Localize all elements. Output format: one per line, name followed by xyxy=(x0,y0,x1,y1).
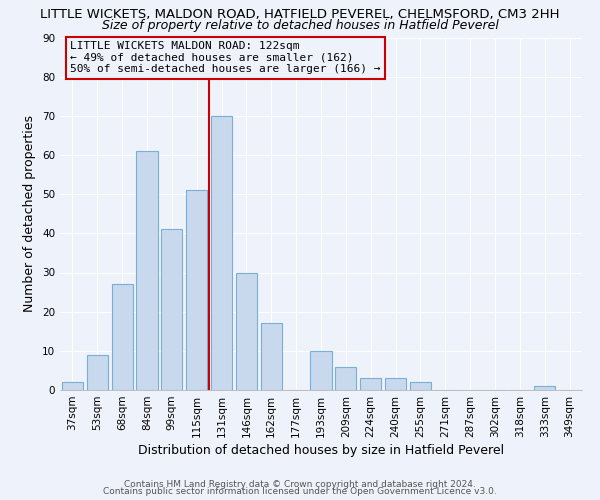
Bar xyxy=(211,116,232,390)
Bar xyxy=(62,382,83,390)
Text: Size of property relative to detached houses in Hatfield Peverel: Size of property relative to detached ho… xyxy=(101,19,499,32)
Text: Contains HM Land Registry data © Crown copyright and database right 2024.: Contains HM Land Registry data © Crown c… xyxy=(124,480,476,489)
Bar xyxy=(410,382,431,390)
Text: LITTLE WICKETS MALDON ROAD: 122sqm
← 49% of detached houses are smaller (162)
50: LITTLE WICKETS MALDON ROAD: 122sqm ← 49%… xyxy=(70,41,381,74)
Bar xyxy=(310,351,332,390)
Bar xyxy=(335,366,356,390)
Text: LITTLE WICKETS, MALDON ROAD, HATFIELD PEVEREL, CHELMSFORD, CM3 2HH: LITTLE WICKETS, MALDON ROAD, HATFIELD PE… xyxy=(40,8,560,21)
Bar xyxy=(87,355,108,390)
Bar xyxy=(360,378,381,390)
Bar xyxy=(236,272,257,390)
X-axis label: Distribution of detached houses by size in Hatfield Peverel: Distribution of detached houses by size … xyxy=(138,444,504,457)
Y-axis label: Number of detached properties: Number of detached properties xyxy=(23,116,37,312)
Bar xyxy=(186,190,207,390)
Bar xyxy=(161,230,182,390)
Bar xyxy=(385,378,406,390)
Text: Contains public sector information licensed under the Open Government Licence v3: Contains public sector information licen… xyxy=(103,487,497,496)
Bar xyxy=(261,324,282,390)
Bar xyxy=(112,284,133,390)
Bar xyxy=(136,151,158,390)
Bar xyxy=(534,386,555,390)
